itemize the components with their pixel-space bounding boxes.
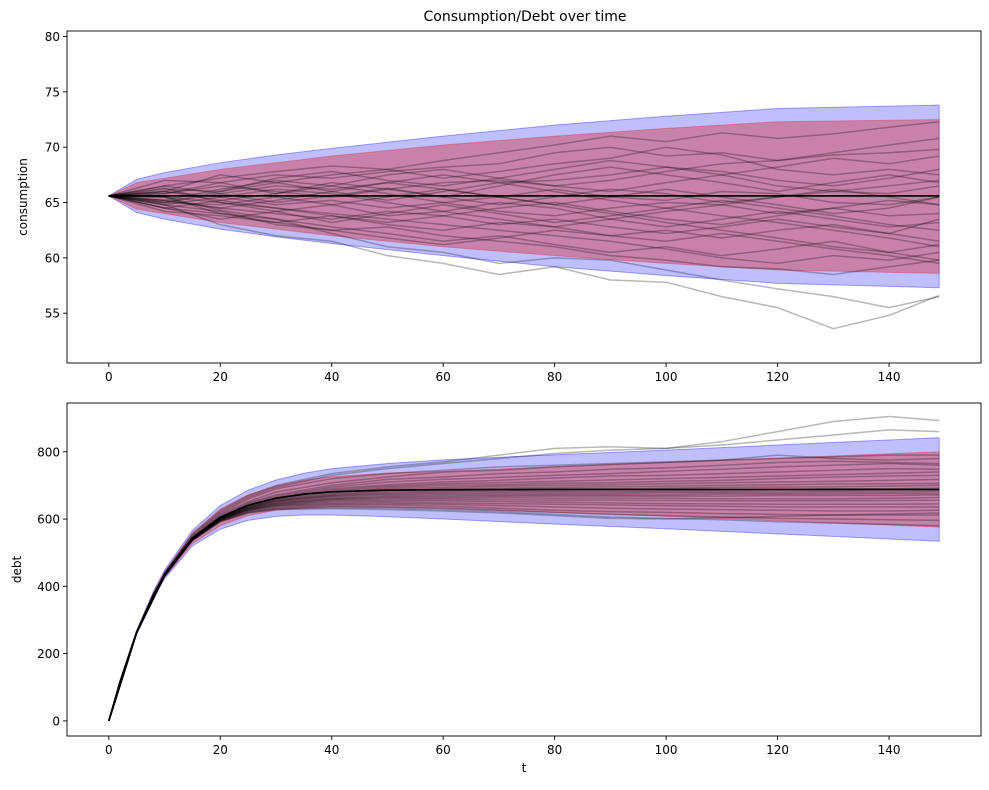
sample-path-16 [108,195,940,231]
x-tick-label: 60 [436,370,451,384]
y-axis-label: debt [10,556,24,584]
x-tick-label: 120 [766,370,789,384]
x-tick-label: 20 [213,370,228,384]
x-tick-label: 40 [324,743,339,757]
mean-line [107,488,940,722]
y-tick-label: 70 [45,141,60,155]
x-tick-label: 80 [547,743,562,757]
x-tick-label: 140 [878,743,901,757]
y-tick-label: 75 [45,85,60,99]
sample-path-1 [108,429,940,722]
sample-path-22 [108,504,940,722]
x-tick-label: 100 [655,743,678,757]
sample-path-10 [108,195,940,239]
x-axis-label: t [522,761,527,775]
sample-path-23 [108,155,940,204]
sample-path-14 [108,137,940,202]
sample-path-5 [108,166,940,204]
x-tick-label: 80 [547,370,562,384]
x-tick-label: 100 [655,370,678,384]
sample-path-3 [108,146,940,197]
sample-path-19 [108,188,940,261]
sample-path-7 [108,185,940,209]
sample-path-25 [108,507,940,722]
sample-path-22 [108,190,940,243]
sample-path-0 [108,415,940,722]
sample-path-21 [108,181,940,215]
x-tick-label: 0 [105,743,113,757]
y-tick-label: 65 [45,196,60,210]
sample-path-4 [108,146,940,197]
x-tick-label: 120 [766,743,789,757]
sample-path-15 [108,166,940,198]
y-tick-label: 0 [52,714,60,728]
y-axis-label: consumption [16,158,30,236]
x-tick-label: 140 [878,370,901,384]
sample-path-21 [108,502,940,722]
debt-panel: 0 20 40 60 80 100 120 140 0 200 400 600 800 debt t [10,402,982,775]
sample-path-11 [108,195,940,257]
sample-path-2 [108,121,940,197]
chart-title: Consumption/Debt over time [424,9,627,25]
y-tick-label: 55 [45,307,60,321]
sample-path-24 [108,195,940,265]
y-tick-label: 80 [45,30,60,44]
y-tick-label: 600 [37,513,60,527]
x-tick-label: 0 [105,370,113,384]
sample-path-9 [108,195,940,226]
sample-path-0 [108,195,940,330]
y-tick-label: 200 [37,647,60,661]
axes-frame [66,402,982,737]
sample-path-20 [108,188,940,228]
x-tick-label: 40 [324,370,339,384]
axes-frame [66,30,982,364]
sample-path-25 [108,179,940,206]
sample-path-12 [108,187,940,265]
sample-path-24 [108,506,940,722]
sample-path-1 [108,195,940,309]
y-tick-label: 60 [45,251,60,265]
sample-path-2 [108,454,940,722]
y-tick-label: 800 [37,445,60,459]
sample-path-17 [108,195,940,228]
x-tick-label: 20 [213,743,228,757]
sample-path-23 [108,505,940,722]
sample-path-18 [108,174,940,248]
sample-path-13 [108,195,940,276]
x-tick-label: 60 [436,743,451,757]
consumption-panel: 0 20 40 60 80 100 120 140 55 60 65 70 75 80 consumptio… [16,30,982,384]
sample-path-6 [108,174,940,198]
sample-path-8 [108,190,940,217]
y-tick-label: 400 [37,580,60,594]
